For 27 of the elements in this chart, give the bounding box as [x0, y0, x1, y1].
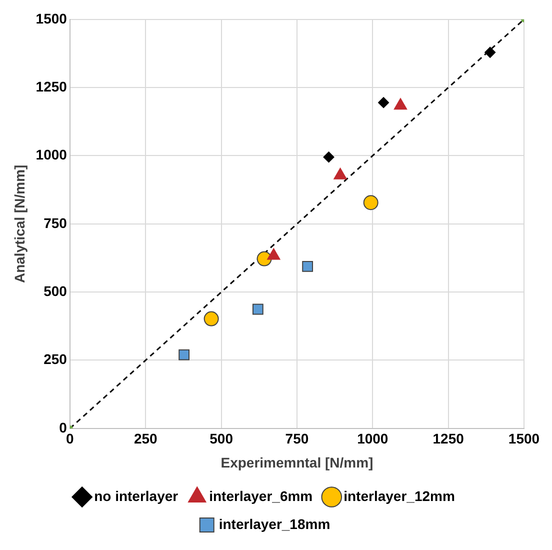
y-tick-label: 1000	[36, 146, 68, 163]
x-tick-label: 1500	[508, 430, 540, 447]
point	[323, 152, 334, 163]
y-tick-label: 0	[59, 419, 68, 436]
point	[252, 304, 264, 315]
point	[204, 311, 219, 326]
y-tick-label: 1500	[36, 10, 68, 26]
point	[363, 195, 378, 210]
point	[378, 97, 390, 108]
point	[484, 46, 496, 58]
x-tick-label: 1000	[357, 430, 388, 447]
x-tick-label: 1250	[432, 430, 464, 447]
y-tick-label: 1250	[36, 78, 68, 94]
y-tick-label: 750	[44, 214, 68, 231]
point	[178, 349, 190, 360]
point	[302, 260, 314, 272]
y-tick-label: 500	[44, 282, 68, 299]
legend-label: interlayer_6mm	[209, 488, 313, 504]
legend-label: interlayer_12mm	[344, 488, 455, 504]
legend-label: no interlayer	[94, 488, 179, 504]
x-tick-label: 750	[285, 430, 309, 447]
x-tick-label: 500	[210, 430, 234, 447]
y-tick-label: 250	[44, 351, 68, 368]
x-tick-label: 250	[134, 430, 158, 447]
y-axis-title: Analytical [N/mm]	[11, 164, 28, 284]
legend-label: interlayer_18mm	[218, 516, 330, 532]
x-axis-title: Experimemntal [N/mm]	[220, 454, 374, 470]
